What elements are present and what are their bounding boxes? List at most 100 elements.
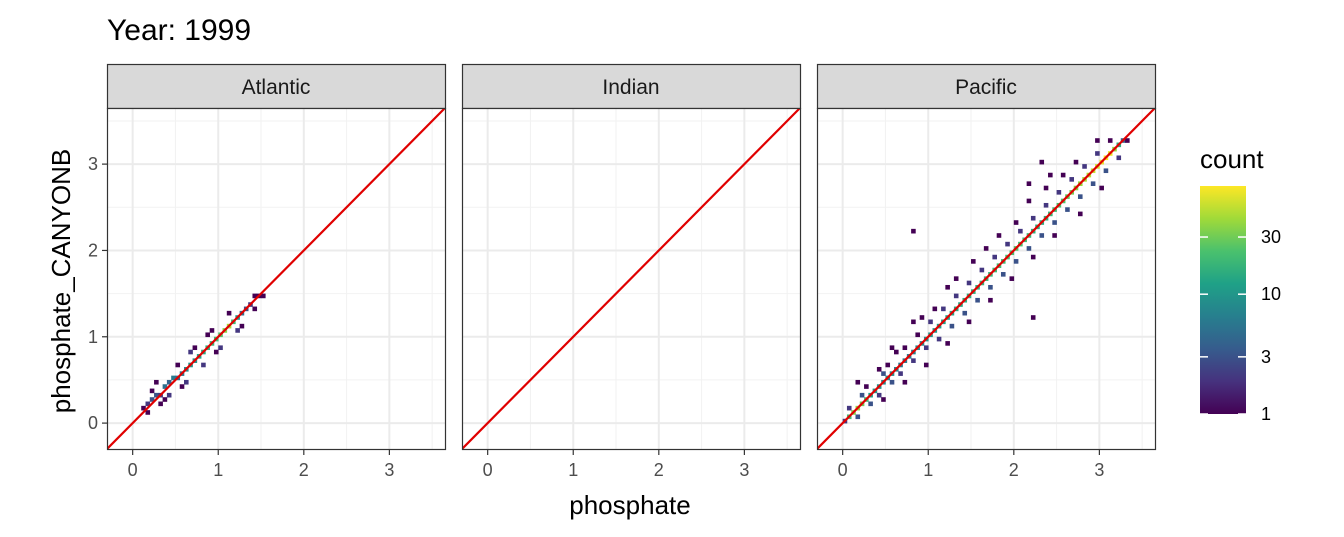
- heatmap-bin: [885, 362, 891, 368]
- x-tick-label: 2: [654, 460, 664, 480]
- heatmap-bin: [141, 405, 146, 411]
- heatmap-bin: [932, 306, 938, 312]
- heatmap-bin: [876, 392, 882, 398]
- heatmap-bin: [1107, 138, 1113, 143]
- heatmap-bin: [226, 310, 232, 316]
- heatmap-bin: [235, 328, 240, 333]
- facet-strip: [106, 63, 447, 110]
- heatmap-bin: [171, 375, 176, 381]
- x-tick-label: 3: [739, 460, 749, 480]
- heatmap-bin: [855, 414, 861, 420]
- x-tick-label: 1: [568, 460, 578, 480]
- heatmap-bin: [911, 358, 916, 363]
- heatmap-bin: [928, 319, 933, 325]
- heatmap-bin: [996, 233, 1002, 238]
- heatmap-bin: [175, 362, 181, 368]
- heatmap-bin: [149, 397, 155, 402]
- heatmap-bin: [1039, 159, 1045, 165]
- plot-area: [817, 108, 1156, 450]
- facet-strip-label: Atlantic: [242, 76, 311, 99]
- heatmap-bin: [162, 384, 168, 389]
- facet-strip-label: Pacific: [955, 76, 1017, 99]
- facet-atlantic: Atlantic 0 1 2 3 0 1 2 3: [88, 63, 447, 480]
- heatmap-bin: [1090, 181, 1096, 186]
- heatmap-bin: [1048, 172, 1053, 178]
- colorbar: [1200, 186, 1246, 414]
- heatmap-bin: [1009, 276, 1015, 281]
- y-axis-title: phosphate_CANYONB: [46, 149, 76, 413]
- heatmap-bin: [1052, 233, 1057, 238]
- y-tick-label: 2: [88, 240, 98, 260]
- colorbar-tick-label: 10: [1261, 284, 1281, 304]
- heatmap-bin: [201, 362, 206, 368]
- reference-line: [107, 108, 446, 450]
- heatmap-bin: [898, 371, 903, 376]
- heatmap-bin: [166, 392, 172, 398]
- heatmap-bin: [941, 306, 946, 312]
- heatmap-bin: [923, 362, 929, 368]
- heatmap-bin: [919, 315, 925, 320]
- heatmap-bin: [979, 267, 985, 273]
- heatmap-bin: [1026, 181, 1032, 186]
- heatmap-bin: [966, 319, 972, 325]
- y-tick-label: 1: [88, 327, 98, 347]
- heatmap-bin: [1065, 207, 1070, 212]
- colorbar-tick-label: 30: [1261, 227, 1281, 247]
- facet-strip-label: Indian: [602, 76, 659, 99]
- panel-border: [816, 107, 1157, 451]
- heatmap-bin: [1043, 202, 1049, 208]
- reference-line: [462, 108, 801, 450]
- heatmap-bin: [188, 349, 193, 355]
- heatmap-bin: [953, 293, 959, 299]
- x-tick-label: 0: [838, 460, 848, 480]
- heatmap-bin: [158, 401, 163, 407]
- heatmap-bin: [975, 297, 980, 303]
- heatmap-bin: [1056, 190, 1062, 195]
- heatmap-bin: [962, 310, 968, 316]
- heatmap-bin: [1095, 138, 1100, 143]
- heatmap-bin: [1030, 315, 1036, 320]
- heatmap-bin: [145, 410, 151, 415]
- heatmap-bin: [1000, 272, 1006, 277]
- heatmap-bin: [1077, 211, 1083, 217]
- heatmap-bin: [1039, 233, 1045, 238]
- plot-area: [107, 108, 446, 450]
- heatmap-bin: [1052, 220, 1057, 225]
- heatmap-bin: [1082, 164, 1087, 169]
- heatmap-bin: [911, 319, 916, 325]
- heatmap-bin: [992, 254, 997, 260]
- heatmap-bin: [218, 345, 223, 351]
- facet-pacific: Pacific 0 1 2 3: [816, 63, 1157, 480]
- x-tick-label: 2: [1009, 460, 1019, 480]
- heatmap-bin: [1095, 151, 1100, 156]
- heatmap-bin: [1125, 138, 1130, 143]
- panel-border: [461, 107, 802, 451]
- heatmap-bin: [859, 392, 865, 398]
- heatmap-bin: [1030, 215, 1036, 221]
- heatmap-bin: [184, 379, 189, 385]
- heatmap-bin: [881, 397, 886, 402]
- facet-strip: [461, 63, 802, 110]
- heatmap-bin: [889, 379, 895, 385]
- heatmap-bin: [953, 276, 959, 281]
- heatmap-bin: [846, 405, 852, 411]
- heatmap-bin: [1043, 185, 1049, 191]
- heatmap-bin: [1005, 241, 1010, 247]
- heatmap-bin: [1116, 155, 1122, 161]
- heatmap-bin: [945, 341, 950, 346]
- colorbar-tick-label: 3: [1261, 347, 1271, 367]
- x-tick-label: 1: [923, 460, 933, 480]
- x-tick-label: 3: [1094, 460, 1104, 480]
- heatmap-bin: [261, 293, 266, 299]
- heatmap-bin: [864, 384, 869, 389]
- heatmap-bin: [1103, 168, 1109, 174]
- y-tick-label: 0: [88, 413, 98, 433]
- heatmap-bin: [945, 284, 950, 290]
- x-tick-label: 2: [299, 460, 309, 480]
- heatmap-bin: [209, 328, 215, 333]
- heatmap-bin: [1030, 254, 1036, 260]
- heatmap-bin: [894, 349, 899, 355]
- heatmap-bin: [923, 345, 929, 351]
- legend-title: count: [1200, 144, 1264, 174]
